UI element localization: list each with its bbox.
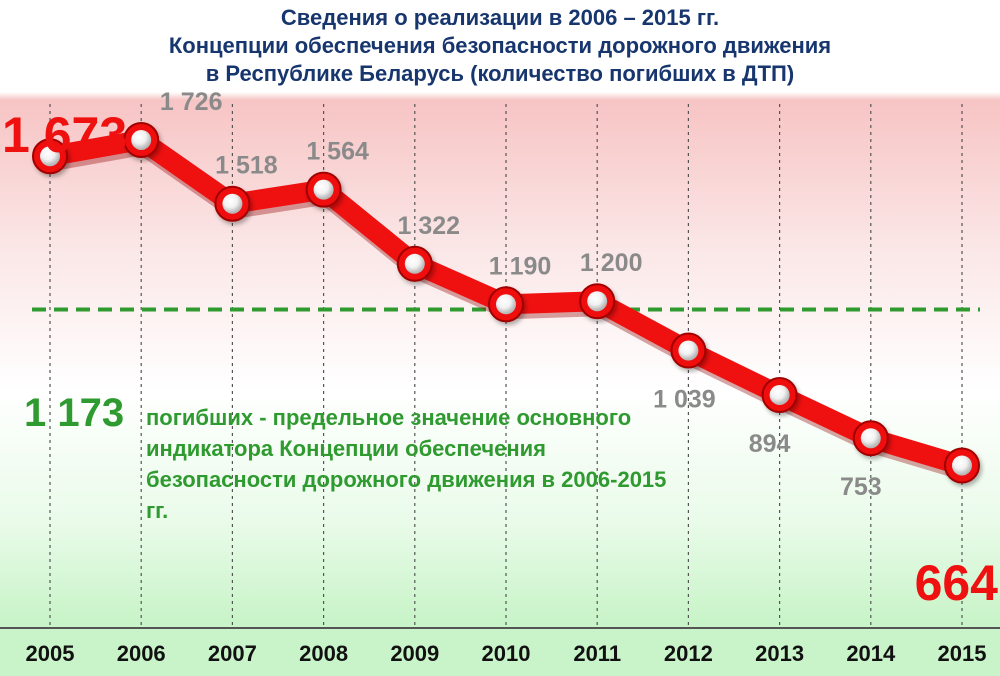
data-point-center — [40, 146, 60, 167]
title-line-2: Концепции обеспечения безопасности дорож… — [168, 33, 832, 58]
data-point-2014 — [852, 420, 889, 457]
data-point-center — [222, 193, 243, 214]
x-tick-2015: 2015 — [938, 641, 987, 666]
threshold-note: погибших - предельное значение основного… — [146, 405, 667, 523]
data-point-center — [678, 340, 699, 361]
data-point-2009 — [396, 245, 433, 282]
x-tick-2006: 2006 — [117, 641, 166, 666]
data-label-2006: 1 726 — [160, 88, 223, 116]
data-point-2012 — [670, 332, 707, 369]
data-point-2005 — [32, 138, 68, 175]
x-tick-2009: 2009 — [390, 641, 439, 666]
x-tick-2008: 2008 — [299, 641, 348, 666]
x-tick-2014: 2014 — [846, 641, 896, 666]
title-line-3: в Республике Беларусь (количество погибш… — [205, 61, 795, 86]
data-point-center — [860, 428, 881, 449]
x-tick-2005: 2005 — [26, 641, 75, 666]
data-label-2011: 1 200 — [580, 249, 643, 277]
threshold-value-label: 1 173 — [24, 391, 125, 435]
data-point-center — [404, 253, 425, 274]
data-label-2005: 1 673 — [2, 107, 127, 163]
data-label-2009: 1 322 — [398, 212, 461, 240]
data-point-2006 — [123, 121, 160, 158]
data-point-2007 — [214, 185, 251, 222]
data-labels: 1 673 1 726 1 518 1 564 1 322 1 190 1 200 1 039… — [2, 88, 998, 611]
x-tick-labels: 2005 2006 2007 2008 2009 2010 2011 2012 2013 2014… — [26, 641, 987, 666]
title-line-1: Сведения о реализации в 2006 – 2015 гг. — [280, 5, 720, 30]
x-tick-2013: 2013 — [755, 641, 804, 666]
data-point-center — [952, 455, 972, 476]
chart-title: Сведения о реализации в 2006 – 2015 гг. … — [0, 4, 1000, 88]
data-point-2013 — [761, 376, 798, 413]
data-point-center — [769, 384, 790, 405]
data-point-center — [496, 294, 516, 315]
data-label-2010: 1 190 — [489, 252, 552, 280]
data-point-center — [587, 291, 608, 312]
x-tick-2007: 2007 — [208, 641, 257, 666]
data-point-2010 — [488, 286, 524, 323]
data-point-center — [131, 129, 152, 150]
data-label-2014: 753 — [840, 473, 882, 501]
data-label-2008: 1 564 — [306, 138, 369, 166]
x-tick-2011: 2011 — [573, 641, 621, 666]
data-point-2015 — [944, 447, 980, 484]
data-label-2007: 1 518 — [215, 152, 278, 180]
x-tick-2012: 2012 — [664, 641, 713, 666]
x-tick-2010: 2010 — [482, 641, 531, 666]
data-point-2011 — [579, 283, 616, 320]
data-label-2012: 1 039 — [653, 386, 716, 414]
data-points — [32, 121, 980, 484]
data-point-2008 — [305, 171, 342, 208]
data-label-2013: 894 — [749, 430, 791, 458]
data-point-center — [313, 179, 334, 200]
data-label-2015: 664 — [915, 555, 999, 611]
